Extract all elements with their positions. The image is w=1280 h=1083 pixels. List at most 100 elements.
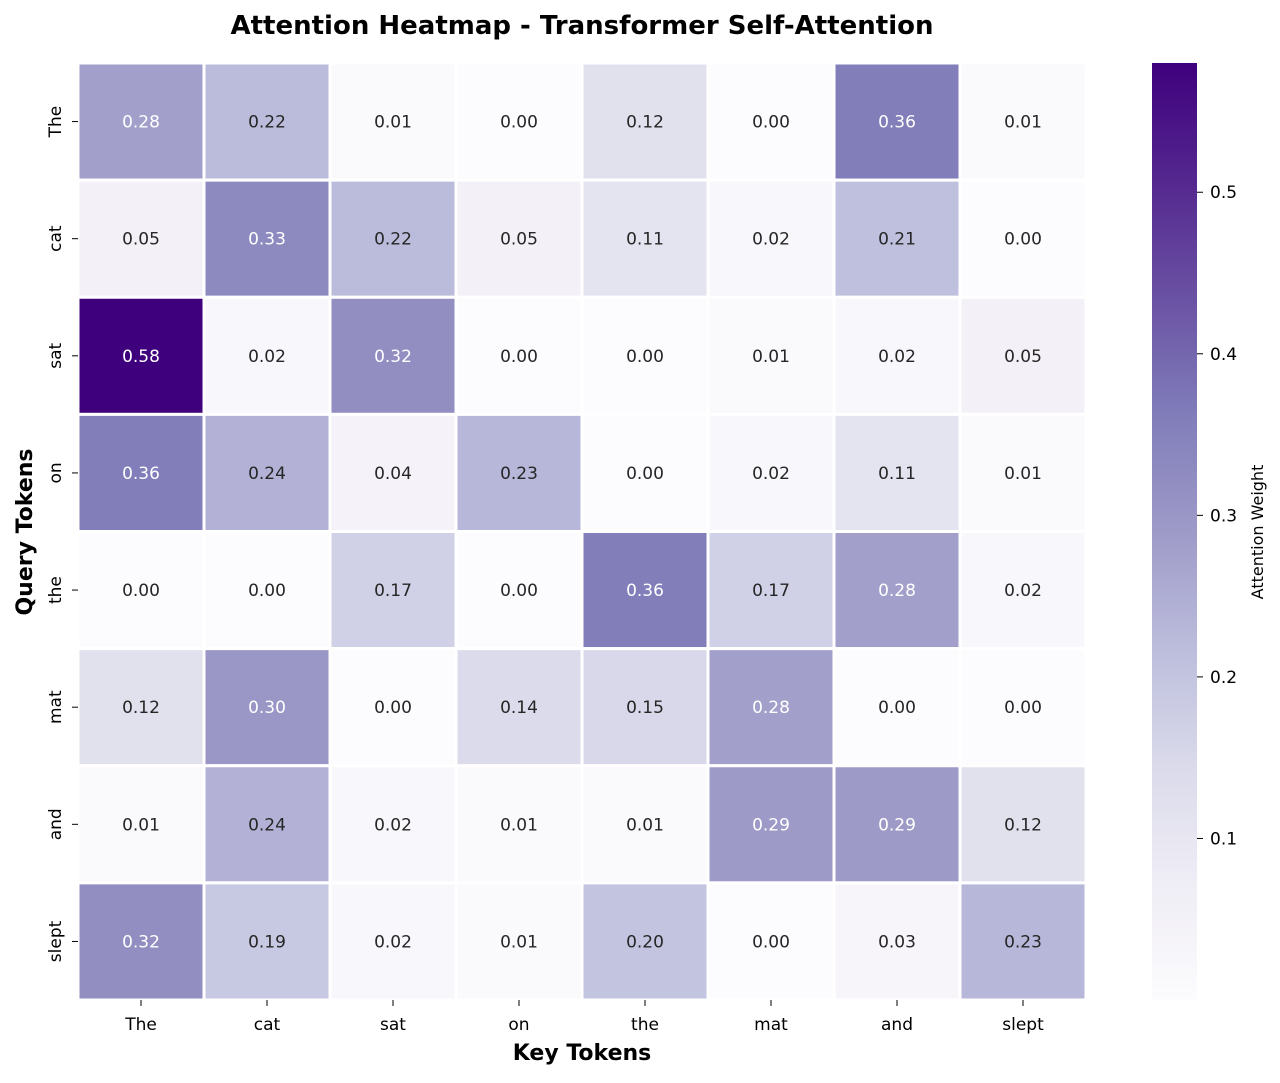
cell-value-label: 0.01 bbox=[500, 815, 538, 835]
cell-value-label: 0.01 bbox=[1004, 113, 1042, 133]
cell-value-label: 0.01 bbox=[122, 815, 160, 835]
heatmap-cell bbox=[958, 295, 1088, 416]
cell-value-label: 0.32 bbox=[122, 932, 160, 952]
heatmap-cell bbox=[202, 178, 332, 299]
y-tick-label: mat bbox=[46, 690, 66, 724]
heatmap-cell bbox=[580, 295, 710, 416]
heatmap-cell bbox=[580, 764, 710, 885]
cell-value-label: 0.17 bbox=[374, 581, 412, 601]
cell-value-label: 0.02 bbox=[752, 230, 790, 250]
cell-value-label: 0.01 bbox=[1004, 464, 1042, 484]
cell-value-label: 0.19 bbox=[248, 932, 286, 952]
cell-value-label: 0.01 bbox=[752, 347, 790, 367]
heatmap-cell bbox=[958, 61, 1088, 182]
heatmap-cell bbox=[328, 412, 458, 533]
heatmap-cell bbox=[76, 764, 206, 885]
cell-value-label: 0.23 bbox=[1004, 932, 1042, 952]
cell-value-label: 0.00 bbox=[374, 698, 412, 718]
cell-value-label: 0.29 bbox=[752, 815, 790, 835]
cell-value-label: 0.33 bbox=[248, 230, 286, 250]
y-tick-label: slept bbox=[46, 920, 66, 962]
heatmap-cell bbox=[958, 881, 1088, 1002]
heatmap-cell bbox=[832, 647, 962, 768]
y-tick-label: The bbox=[46, 106, 66, 139]
cell-value-label: 0.00 bbox=[626, 347, 664, 367]
x-tick-label: sat bbox=[380, 1015, 406, 1035]
cell-value-label: 0.21 bbox=[878, 230, 916, 250]
cell-value-label: 0.01 bbox=[626, 815, 664, 835]
cell-value-label: 0.00 bbox=[500, 113, 538, 133]
heatmap-cell bbox=[328, 764, 458, 885]
cell-value-label: 0.36 bbox=[122, 464, 160, 484]
heatmap-cell bbox=[958, 530, 1088, 651]
cell-value-label: 0.02 bbox=[878, 347, 916, 367]
cell-value-label: 0.24 bbox=[248, 464, 286, 484]
x-tick-label: and bbox=[881, 1015, 913, 1035]
heatmap-cell bbox=[580, 647, 710, 768]
colorbar-tick-label: 0.3 bbox=[1210, 506, 1237, 526]
cell-value-label: 0.02 bbox=[374, 815, 412, 835]
cell-value-label: 0.28 bbox=[122, 113, 160, 133]
x-tick-label: slept bbox=[1002, 1015, 1044, 1035]
heatmap-cell bbox=[832, 412, 962, 533]
cell-value-label: 0.12 bbox=[122, 698, 160, 718]
cell-value-label: 0.00 bbox=[752, 932, 790, 952]
cell-value-label: 0.01 bbox=[500, 932, 538, 952]
cell-value-label: 0.00 bbox=[1004, 698, 1042, 718]
y-tick-label: and bbox=[46, 808, 66, 840]
heatmap-cell bbox=[958, 178, 1088, 299]
y-tick-label: sat bbox=[46, 343, 66, 369]
cell-value-label: 0.28 bbox=[878, 581, 916, 601]
cell-value-label: 0.24 bbox=[248, 815, 286, 835]
y-tick-label: the bbox=[46, 576, 66, 604]
heatmap-cell bbox=[202, 647, 332, 768]
heatmap-cell bbox=[958, 764, 1088, 885]
cell-value-label: 0.30 bbox=[248, 698, 286, 718]
cell-value-label: 0.05 bbox=[500, 230, 538, 250]
cell-value-label: 0.20 bbox=[626, 932, 664, 952]
cell-value-label: 0.28 bbox=[752, 698, 790, 718]
heatmap-cell bbox=[202, 61, 332, 182]
x-tick-label: cat bbox=[254, 1015, 281, 1035]
cell-value-label: 0.00 bbox=[122, 581, 160, 601]
colorbar-tick-label: 0.5 bbox=[1210, 183, 1237, 203]
heatmap-cell bbox=[454, 530, 584, 651]
x-tick-label: on bbox=[508, 1015, 529, 1035]
cell-value-label: 0.11 bbox=[626, 230, 664, 250]
cell-value-label: 0.12 bbox=[626, 113, 664, 133]
heatmap-cell bbox=[706, 647, 836, 768]
cell-value-label: 0.22 bbox=[248, 113, 286, 133]
cell-value-label: 0.17 bbox=[752, 581, 790, 601]
cell-value-label: 0.14 bbox=[500, 698, 538, 718]
cell-value-label: 0.22 bbox=[374, 230, 412, 250]
heatmap-cell bbox=[454, 295, 584, 416]
colorbar-label: Attention Weight bbox=[1248, 465, 1267, 600]
heatmap-cell bbox=[328, 295, 458, 416]
cell-value-label: 0.29 bbox=[878, 815, 916, 835]
cell-value-label: 0.03 bbox=[878, 932, 916, 952]
cell-value-label: 0.00 bbox=[248, 581, 286, 601]
cell-value-label: 0.11 bbox=[878, 464, 916, 484]
heatmap-cell bbox=[454, 178, 584, 299]
y-tick-label: cat bbox=[46, 225, 66, 252]
cell-value-label: 0.23 bbox=[500, 464, 538, 484]
heatmap-cell bbox=[706, 178, 836, 299]
heatmap-cell bbox=[580, 530, 710, 651]
heatmap-cell bbox=[706, 764, 836, 885]
colorbar-tick-label: 0.4 bbox=[1210, 345, 1237, 365]
cell-value-label: 0.00 bbox=[752, 113, 790, 133]
y-tick-label: on bbox=[46, 462, 66, 483]
x-tick-label: the bbox=[631, 1015, 659, 1035]
cell-value-label: 0.00 bbox=[500, 581, 538, 601]
heatmap-cell bbox=[832, 295, 962, 416]
cell-value-label: 0.05 bbox=[1004, 347, 1042, 367]
heatmap-cell bbox=[328, 881, 458, 1002]
cell-value-label: 0.02 bbox=[1004, 581, 1042, 601]
cell-value-label: 0.15 bbox=[626, 698, 664, 718]
heatmap-cell bbox=[202, 295, 332, 416]
cell-value-label: 0.00 bbox=[878, 698, 916, 718]
heatmap-cell bbox=[706, 61, 836, 182]
colorbar-tick-label: 0.2 bbox=[1210, 668, 1237, 688]
